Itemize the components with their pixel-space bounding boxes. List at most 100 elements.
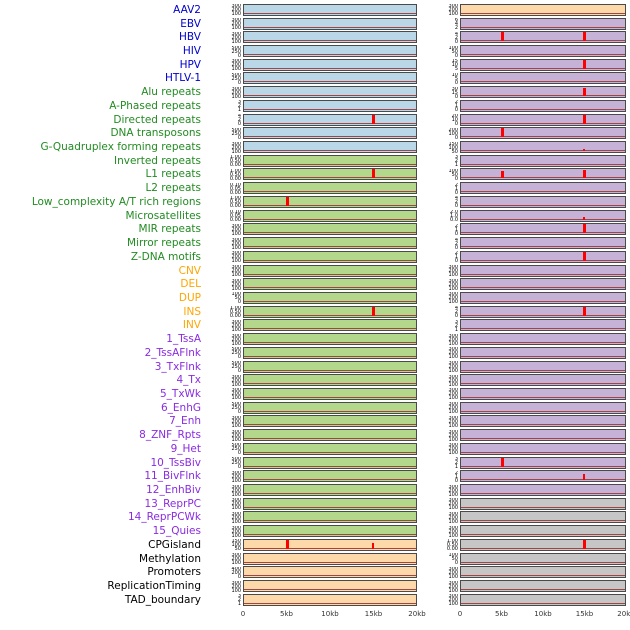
y-axis-tick-label: 4 [454, 31, 458, 37]
y-axis-tick-label: 300 [448, 498, 458, 504]
signal-baseline [244, 136, 416, 138]
left-y-axis-ticks: 0.10 0.05 0.00 [206, 183, 243, 194]
right-track-panel [460, 511, 626, 524]
y-axis-tick-label: 100 [448, 518, 458, 523]
signal-peak [582, 32, 586, 42]
row-label: 14_ReprPCWk [127, 511, 201, 524]
y-axis-tick-label: 3 [237, 100, 241, 106]
y-axis-tick-label: 0.50 [446, 542, 458, 549]
y-axis-tick-label: 300 [231, 333, 241, 339]
y-axis-tick-label: 100 [231, 477, 241, 482]
left-y-axis-ticks: 500 250 0 [206, 73, 243, 84]
left-track-panel [243, 250, 417, 263]
row-label: HTLV-1 [164, 72, 201, 85]
y-axis-tick-label: 300 [231, 278, 241, 284]
y-axis-tick-label: 4 [454, 21, 458, 28]
left-track-panel [243, 429, 417, 442]
signal-baseline [461, 300, 625, 302]
row-label: AAV2 [173, 3, 201, 16]
right-track-panel [460, 552, 626, 565]
track-row: HIV 500 250 0 100 50 0 [0, 44, 630, 58]
left-track-panel [243, 291, 417, 304]
y-axis-tick-label: 200 [231, 377, 241, 384]
y-axis-tick-label: 200 [448, 7, 458, 14]
left-y-axis-ticks: 500 250 0 [206, 46, 243, 57]
x-axis-tick-label: 0 [457, 610, 463, 618]
y-axis-tick-label: 100 [231, 542, 241, 549]
y-axis-tick-label: 2 [454, 199, 458, 206]
y-axis-tick-label: 2 [454, 158, 458, 165]
y-axis-tick-label: 1.00 [229, 306, 241, 312]
row-label: HIV [182, 45, 201, 58]
signal-baseline [244, 342, 416, 344]
row-label: Mirror repeats [127, 237, 201, 250]
row-label: INV [182, 319, 201, 332]
left-y-axis-ticks: 400 200 0 [206, 567, 243, 578]
y-axis-tick-label: 200 [231, 583, 241, 590]
y-axis-tick-label: 0 [237, 354, 241, 359]
signal-baseline [461, 383, 625, 385]
row-label: Alu repeats [141, 86, 201, 99]
y-axis-tick-label: 300 [448, 4, 458, 10]
y-axis-tick-label: 300 [448, 347, 458, 353]
left-track-panel [243, 99, 417, 112]
y-axis-tick-label: 0 [454, 93, 458, 98]
signal-baseline [244, 575, 416, 577]
left-track-panel [243, 237, 417, 250]
y-axis-tick-label: 0 [454, 38, 458, 43]
y-axis-tick-label: 100 [448, 368, 458, 373]
y-axis-tick-label: 100 [231, 560, 241, 565]
left-y-axis-ticks: 0.10 0.05 0.00 [206, 210, 243, 221]
y-axis-tick-label: 2 [454, 240, 458, 247]
y-axis-tick-label: 15 [451, 89, 458, 96]
left-track-panel [243, 580, 417, 593]
signal-baseline [244, 355, 416, 357]
left-track-panel [243, 387, 417, 400]
right-track-panel [460, 86, 626, 99]
y-axis-tick-label: 1.00 [446, 539, 458, 545]
signal-baseline [461, 26, 625, 28]
y-axis-tick-label: 0 [237, 299, 241, 304]
track-row: 2_TssAFlnk50025003002001000 [0, 346, 630, 360]
right-y-axis-ticks: 100 50 0 [417, 169, 460, 180]
y-axis-tick-label: 300 [231, 553, 241, 559]
signal-baseline [244, 479, 416, 481]
y-axis-tick-label: 0 [454, 244, 458, 249]
right-track-panel [460, 3, 626, 16]
y-axis-tick-label: 200 [231, 254, 241, 261]
y-axis-tick-label: 100 [231, 93, 241, 98]
signal-baseline [461, 355, 625, 357]
signal-baseline [461, 410, 625, 412]
y-axis-tick-label: 50 [234, 295, 241, 302]
signal-baseline [244, 40, 416, 42]
y-axis-tick-label: 200 [448, 377, 458, 384]
right-track-panel [460, 415, 626, 428]
right-track-panel [460, 113, 626, 126]
y-axis-tick-label: 0 [237, 368, 241, 373]
signal-baseline [244, 328, 416, 330]
left-track-panel [243, 415, 417, 428]
y-axis-tick-label: 100 [448, 505, 458, 510]
y-axis-tick-label: 300 [448, 361, 458, 367]
right-track-panel [460, 360, 626, 373]
y-axis-tick-label: 200 [448, 432, 458, 439]
y-axis-tick-label: 300 [231, 498, 241, 504]
right-track-panel [460, 346, 626, 359]
y-axis-tick-label: 0.00 [229, 175, 241, 180]
y-axis-tick-label: 100 [231, 285, 241, 290]
left-y-axis-ticks: 1.00 0.50 0.00 [206, 196, 243, 207]
y-axis-tick-label: 3 [454, 319, 458, 325]
x-axis-tick-label: 20kb [408, 610, 426, 618]
row-label: 4_Tx [176, 374, 201, 387]
y-axis-tick-label: 1 [237, 601, 241, 606]
y-axis-tick-label: 300 [231, 59, 241, 65]
x-axis-left: 0 5kb 10kb 15kb 20kb [241, 610, 426, 622]
y-axis-tick-label: 200 [448, 514, 458, 521]
